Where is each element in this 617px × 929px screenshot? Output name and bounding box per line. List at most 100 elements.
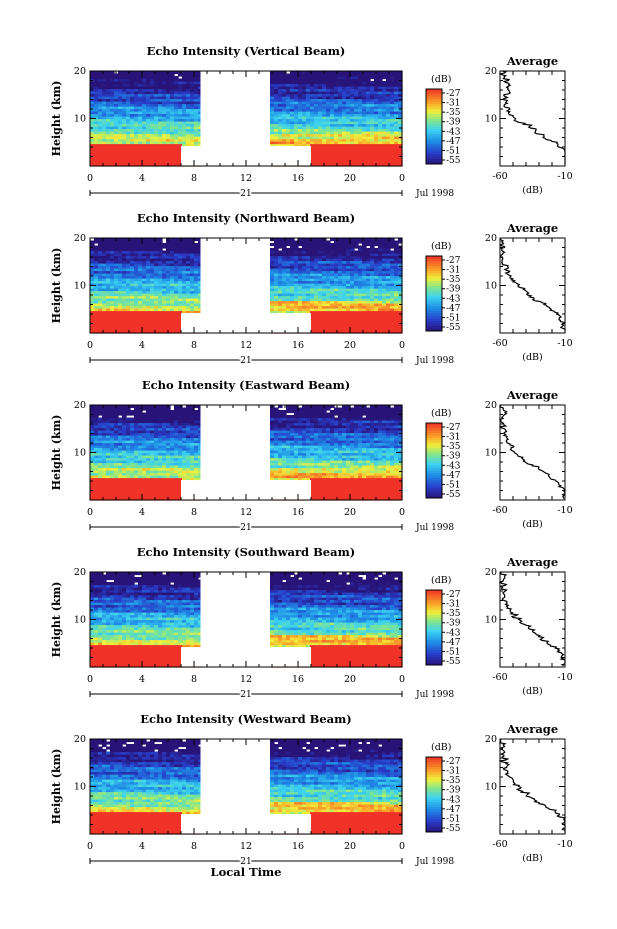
- heatmap-cell: [366, 131, 371, 135]
- heatmap-cell: [150, 245, 155, 249]
- heatmap-cell: [114, 275, 119, 279]
- heatmap-cell: [390, 273, 395, 277]
- heatmap-cell: [370, 138, 375, 142]
- heatmap-cell: [150, 310, 155, 314]
- heatmap-cell: [198, 293, 203, 297]
- heatmap-cell: [190, 303, 195, 307]
- heatmap-cell: [342, 243, 347, 247]
- heatmap-cell: [126, 83, 131, 87]
- heatmap-cell: [174, 320, 179, 324]
- heatmap-cell: [122, 103, 127, 107]
- heatmap-cell: [150, 303, 155, 307]
- heatmap-cell: [98, 253, 103, 257]
- heatmap-cell: [118, 121, 123, 125]
- heatmap-cell: [334, 260, 339, 264]
- heatmap-cell: [390, 238, 395, 242]
- heatmap-cell: [94, 283, 99, 287]
- heatmap-cell: [374, 305, 379, 309]
- heatmap-cell: [138, 268, 143, 272]
- heatmap-cell: [330, 313, 335, 317]
- heatmap-cell: [90, 328, 95, 332]
- heatmap-cell: [114, 108, 119, 112]
- heatmap-cell: [378, 300, 383, 304]
- heatmap-cell: [366, 260, 371, 264]
- heatmap-cell: [362, 253, 367, 257]
- heatmap-cell: [154, 273, 159, 277]
- heatmap-cell: [138, 123, 143, 127]
- heatmap-cell: [382, 156, 387, 160]
- heatmap-cell: [390, 81, 395, 85]
- heatmap-cell: [282, 131, 287, 135]
- heatmap-cell: [166, 308, 171, 312]
- heatmap-cell: [138, 258, 143, 262]
- heatmap-cell: [310, 106, 315, 110]
- heatmap-cell: [98, 98, 103, 102]
- colorbar-step: [426, 311, 442, 314]
- heatmap-cell: [158, 263, 163, 267]
- heatmap-cell: [182, 116, 187, 120]
- heatmap-cell: [334, 86, 339, 90]
- heatmap-cell: [166, 273, 171, 277]
- heatmap-cell: [290, 123, 295, 127]
- heatmap-cell: [138, 136, 143, 140]
- panel-title: Echo Intensity (Northward Beam): [137, 211, 355, 225]
- heatmap-cell: [166, 96, 171, 100]
- heatmap-cell: [342, 290, 347, 294]
- heatmap-cell: [194, 288, 199, 292]
- heatmap-cell: [342, 260, 347, 264]
- colorbar-step: [426, 96, 442, 100]
- heatmap-cell: [386, 143, 391, 147]
- heatmap-cell: [134, 163, 139, 167]
- heatmap-cell: [142, 151, 147, 155]
- heatmap-cell: [190, 101, 195, 105]
- heatmap-cell: [374, 303, 379, 307]
- heatmap-cell: [290, 255, 295, 259]
- heatmap-cell: [310, 153, 315, 157]
- heatmap-cell: [306, 303, 311, 307]
- heatmap-cell: [110, 258, 115, 262]
- heatmap-cell: [338, 250, 343, 254]
- heatmap-cell: [358, 161, 363, 165]
- heatmap-cell: [346, 93, 351, 97]
- heatmap-cell: [270, 285, 275, 289]
- heatmap-cell: [130, 265, 135, 269]
- heatmap-cell: [290, 101, 295, 105]
- heatmap-cell: [98, 131, 103, 135]
- heatmap-cell: [390, 126, 395, 130]
- heatmap-cell: [346, 71, 351, 75]
- heatmap-cell: [306, 248, 311, 252]
- heatmap-cell: [166, 248, 171, 252]
- heatmap-cell: [314, 113, 319, 117]
- heatmap-cell: [126, 270, 131, 274]
- heatmap-cell: [130, 270, 135, 274]
- heatmap-cell: [278, 300, 283, 304]
- heatmap-cell: [274, 253, 279, 257]
- heatmap-cell: [146, 98, 151, 102]
- heatmap-cell: [90, 283, 95, 287]
- heatmap-cell: [350, 158, 355, 162]
- heatmap-cell: [346, 240, 351, 244]
- heatmap-cell: [146, 156, 151, 160]
- heatmap-cell: [330, 283, 335, 287]
- heatmap-cell: [90, 330, 95, 334]
- heatmap-cell: [318, 116, 323, 120]
- heatmap-cell: [394, 280, 399, 284]
- heatmap-cell: [326, 113, 331, 117]
- heatmap-cell: [142, 253, 147, 257]
- heatmap-cell: [350, 290, 355, 294]
- heatmap-cell: [102, 293, 107, 297]
- heatmap-cell: [394, 240, 399, 244]
- heatmap-cell: [126, 78, 131, 82]
- heatmap-cell: [190, 98, 195, 102]
- heatmap-cell: [98, 318, 103, 322]
- heatmap-cell: [198, 106, 203, 110]
- heatmap-cell: [150, 81, 155, 85]
- heatmap-cell: [370, 91, 375, 95]
- heatmap-cell: [134, 330, 139, 334]
- heatmap-cell: [362, 318, 367, 322]
- heatmap-cell: [326, 121, 331, 125]
- heatmap-cell: [118, 323, 123, 327]
- heatmap-cell: [298, 103, 303, 107]
- heatmap-cell: [90, 268, 95, 272]
- heatmap-cell: [394, 283, 399, 287]
